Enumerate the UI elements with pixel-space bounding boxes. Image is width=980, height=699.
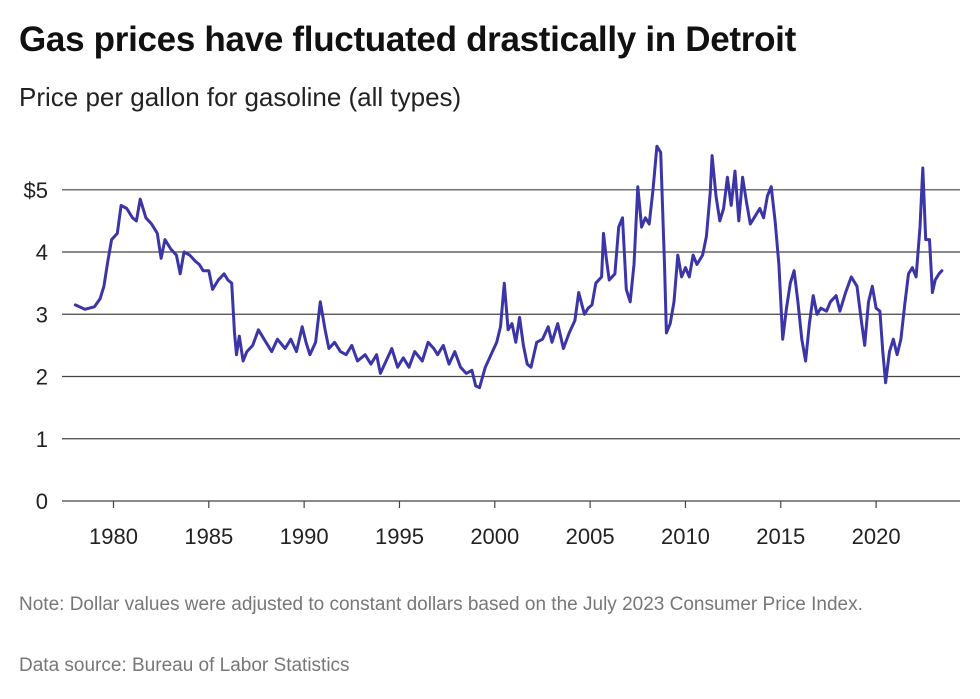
line-chart: 0 1 2 3 4 $5 1980 1985 1990 1995 2000 2005 2010 2015… <box>24 144 960 549</box>
y-tick-label: 3 <box>36 302 48 327</box>
x-tick-label: 1985 <box>184 524 233 549</box>
x-tick-label: 2020 <box>852 524 901 549</box>
gridlines <box>62 189 960 502</box>
y-tick-label: 4 <box>36 240 48 265</box>
y-tick-label: 0 <box>36 489 48 514</box>
chart-title: Gas prices have fluctuated drastically i… <box>19 20 796 59</box>
x-tick-label: 2010 <box>661 524 710 549</box>
x-tick-label: 1990 <box>280 524 329 549</box>
x-tick-label: 2015 <box>756 524 805 549</box>
y-tick-label: 2 <box>36 365 48 390</box>
y-tick-label: 1 <box>36 427 48 452</box>
x-axis-ticks: 1980 1985 1990 1995 2000 2005 2010 2015 2020 <box>89 501 901 549</box>
x-tick-label: 1980 <box>89 524 138 549</box>
x-tick-label: 2005 <box>566 524 615 549</box>
series-line-0 <box>73 144 944 390</box>
data-source-text: Data source: Bureau of Labor Statistics <box>19 655 350 676</box>
y-tick-label: $5 <box>24 178 48 203</box>
chart-subtitle: Price per gallon for gasoline (all types… <box>19 82 462 112</box>
series-layer <box>73 144 944 390</box>
y-axis-ticks: 0 1 2 3 4 $5 <box>24 178 48 514</box>
x-tick-label: 1995 <box>375 524 424 549</box>
x-tick-label: 2000 <box>470 524 519 549</box>
note-text: Note: Dollar values were adjusted to con… <box>19 594 863 615</box>
